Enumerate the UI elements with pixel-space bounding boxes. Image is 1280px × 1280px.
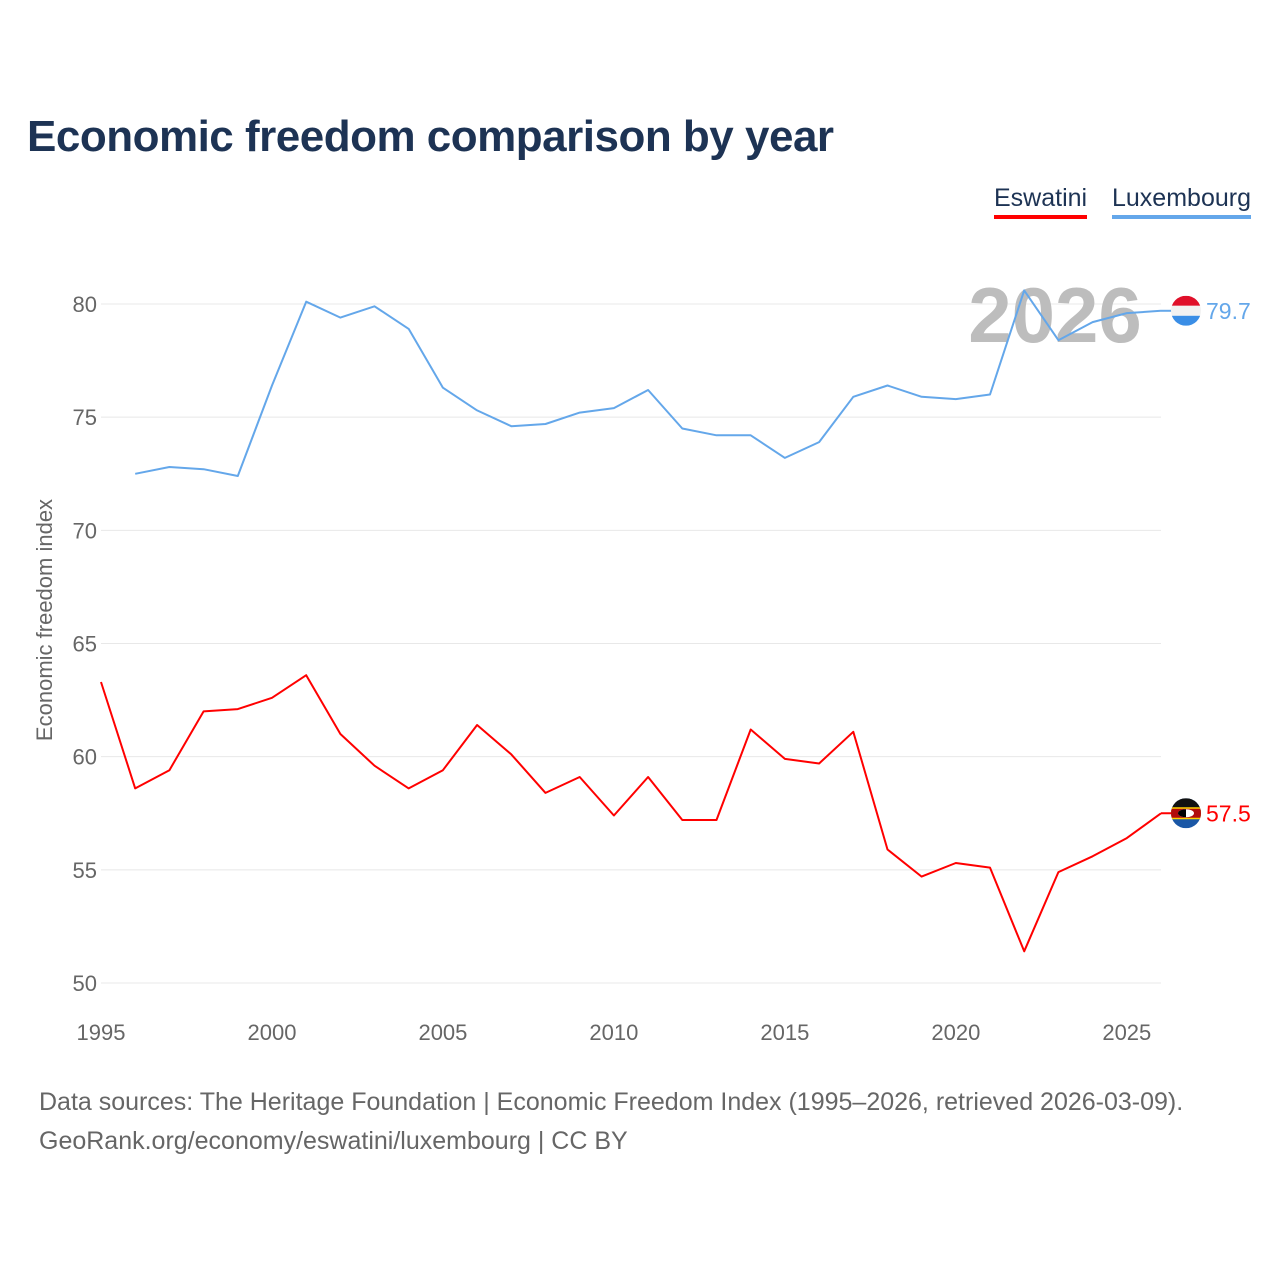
data-point — [578, 411, 582, 415]
data-point — [407, 786, 411, 790]
x-tick-label: 2020 — [931, 1020, 980, 1045]
year-watermark: 2026 — [968, 271, 1142, 359]
data-point — [407, 327, 411, 331]
x-tick-label: 2015 — [760, 1020, 809, 1045]
end-value-label-luxembourg: 79.7 — [1206, 298, 1251, 324]
data-point — [612, 814, 616, 818]
series-line-eswatini — [100, 674, 1162, 953]
eswatini-flag-icon — [1171, 798, 1201, 829]
data-point — [851, 395, 855, 399]
data-point — [988, 393, 992, 397]
data-point — [749, 728, 753, 732]
data-point — [475, 408, 479, 412]
y-tick-label: 80 — [73, 292, 97, 317]
data-point — [817, 440, 821, 444]
data-point — [1022, 288, 1026, 292]
data-point — [1091, 854, 1095, 858]
data-point — [851, 730, 855, 734]
data-point — [441, 386, 445, 390]
data-point — [885, 847, 889, 851]
data-point — [509, 424, 513, 428]
data-point — [270, 696, 274, 700]
data-point — [783, 456, 787, 460]
data-point — [646, 775, 650, 779]
data-point — [920, 875, 924, 879]
y-tick-label: 65 — [73, 632, 97, 657]
data-point — [202, 467, 206, 471]
data-point — [714, 818, 718, 822]
data-point — [954, 861, 958, 865]
attribution-link[interactable]: GeoRank.org/economy/eswatini/luxembourg … — [39, 1127, 628, 1155]
data-source-text: Data sources: The Heritage Foundation | … — [39, 1088, 1184, 1116]
data-point — [954, 397, 958, 401]
data-point — [544, 422, 548, 426]
data-point — [783, 757, 787, 761]
luxembourg-flag-icon — [1171, 295, 1201, 326]
y-tick-label: 70 — [73, 518, 97, 543]
data-point — [167, 768, 171, 772]
data-point — [646, 388, 650, 392]
data-point — [544, 791, 548, 795]
data-point — [373, 304, 377, 308]
data-point — [304, 673, 308, 677]
data-point — [1022, 949, 1026, 953]
data-point — [1091, 320, 1095, 324]
data-point — [714, 433, 718, 437]
data-point — [441, 768, 445, 772]
data-point — [612, 406, 616, 410]
data-point — [920, 395, 924, 399]
data-point — [1056, 870, 1060, 874]
data-point — [885, 383, 889, 387]
data-point — [338, 316, 342, 320]
series-line-luxembourg — [135, 289, 1162, 477]
data-point — [202, 709, 206, 713]
y-tick-label: 75 — [73, 405, 97, 430]
x-tick-label: 2025 — [1102, 1020, 1151, 1045]
data-point — [509, 752, 513, 756]
y-tick-label: 55 — [73, 858, 97, 883]
data-point — [236, 474, 240, 478]
end-value-label-eswatini: 57.5 — [1206, 800, 1251, 826]
data-point — [749, 433, 753, 437]
data-point — [1056, 338, 1060, 342]
legend-item-luxembourg[interactable]: Luxembourg — [1112, 184, 1251, 219]
data-point — [133, 472, 137, 476]
x-tick-label: 2000 — [247, 1020, 296, 1045]
data-point — [338, 732, 342, 736]
data-point — [133, 786, 137, 790]
data-point — [680, 818, 684, 822]
chart-title: Economic freedom comparison by year — [27, 112, 834, 161]
data-point — [680, 426, 684, 430]
data-point — [817, 761, 821, 765]
data-point — [1125, 311, 1129, 315]
legend-item-eswatini[interactable]: Eswatini — [994, 184, 1088, 219]
data-point — [236, 707, 240, 711]
data-point — [373, 764, 377, 768]
y-tick-label: 60 — [73, 745, 97, 770]
y-tick-label: 50 — [73, 971, 97, 996]
data-point — [167, 465, 171, 469]
data-point — [988, 866, 992, 870]
y-axis-label: Economic freedom index — [32, 499, 57, 741]
x-tick-label: 1995 — [77, 1020, 126, 1045]
data-point — [475, 723, 479, 727]
data-point — [270, 383, 274, 387]
data-point — [99, 680, 103, 684]
x-tick-label: 2010 — [589, 1020, 638, 1045]
x-tick-label: 2005 — [418, 1020, 467, 1045]
data-point — [1125, 836, 1129, 840]
data-point — [578, 775, 582, 779]
data-point — [304, 300, 308, 304]
